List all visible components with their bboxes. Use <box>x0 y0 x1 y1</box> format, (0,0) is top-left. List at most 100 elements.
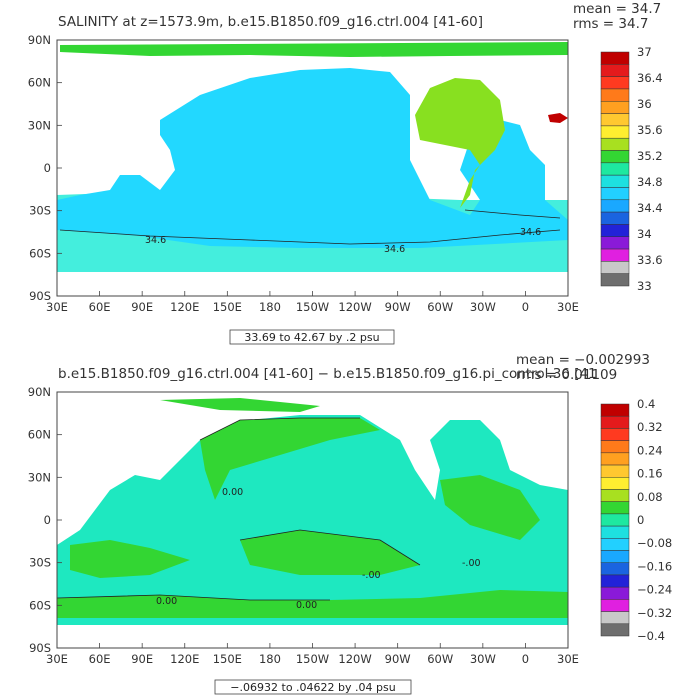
lon-tick-label: 60W <box>427 300 453 314</box>
colorbar-label: 36.4 <box>637 71 663 85</box>
stat-rms: rms = 34.7 <box>573 16 648 32</box>
colorbar-swatch <box>600 464 630 478</box>
lat-tick-label: 90S <box>29 641 51 655</box>
colorbar-label: −0.32 <box>637 606 672 620</box>
colorbar-label: 33 <box>637 279 652 293</box>
colorbar-label: 35.2 <box>637 149 663 163</box>
stat-mean: mean = 34.7 <box>573 1 661 17</box>
colorbar-swatch <box>600 489 630 502</box>
panel-top: SALINITY at z=1573.9m, b.e15.B1850.f09_g… <box>28 1 663 345</box>
longitude-axis: 30E 60E 90E 120E 150E 180 150W 120W 90W 60W 30W 0 30… <box>46 643 579 666</box>
lon-tick-label: 90E <box>131 300 153 314</box>
colorbar-label: 34.4 <box>637 201 663 215</box>
stat-mean: mean = −0.002993 <box>516 352 650 368</box>
colorbar-swatch <box>600 452 630 466</box>
contour-label: 34.6 <box>145 235 166 246</box>
stat-rms: rms = 0.01109 <box>516 367 617 383</box>
colorbar-swatch <box>600 574 630 588</box>
colorbar-swatch <box>600 501 630 515</box>
colorbar-swatch <box>600 162 630 176</box>
ocean-region <box>57 68 568 248</box>
colorbar-label: −0.16 <box>637 559 672 573</box>
contour-line <box>57 594 330 601</box>
colorbar-swatch <box>600 211 630 225</box>
lat-tick-label: 30S <box>29 204 51 218</box>
colorbar-swatch <box>600 150 630 164</box>
colorbar-swatch <box>600 599 630 612</box>
contour-range-label: −.06932 to .04622 by .04 psu <box>230 681 395 694</box>
colorbar-swatch <box>600 477 630 490</box>
contour-label: 0.00 <box>296 600 317 611</box>
panel-title: b.e15.B1850.f09_g16.ctrl.004 [41-60] − b… <box>58 366 597 382</box>
colorbar-label: 36 <box>637 97 652 111</box>
lon-tick-label: 30W <box>470 652 496 666</box>
lon-tick-label: 30E <box>46 652 68 666</box>
contour-label: 0.00 <box>156 596 177 607</box>
positive-anomaly-region <box>57 590 568 618</box>
lat-tick-label: 30S <box>29 556 51 570</box>
colorbar-swatch <box>600 137 630 151</box>
latitude-axis: 90N 60N 30N 0 30S 60S 90S <box>28 33 62 303</box>
lon-tick-label: 60E <box>89 652 111 666</box>
panel-bottom: b.e15.B1850.f09_g16.ctrl.004 [41-60] − b… <box>28 352 672 695</box>
lon-tick-label: 150E <box>213 652 242 666</box>
lon-tick-label: 0 <box>522 652 529 666</box>
colorbar-swatch <box>600 611 630 625</box>
lon-tick-label: 120W <box>338 652 371 666</box>
lon-tick-label: 90W <box>385 300 411 314</box>
atlantic-high-salinity-region <box>415 78 505 208</box>
colorbar-swatch <box>600 623 630 637</box>
lon-tick-label: 30W <box>470 300 496 314</box>
map-area: 0.00 -.00 0.00 0.00 -.00 <box>57 392 568 648</box>
lon-tick-label: 90E <box>131 652 153 666</box>
lon-tick-label: 150W <box>296 652 329 666</box>
colorbar-label: −0.24 <box>637 583 672 597</box>
colorbar-swatch <box>600 248 630 262</box>
colorbar-label: 0 <box>637 513 644 527</box>
lat-tick-label: 0 <box>44 513 51 527</box>
lon-tick-label: 30E <box>557 652 579 666</box>
colorbar-swatch <box>600 113 630 127</box>
lon-tick-label: 0 <box>522 300 529 314</box>
colorbar-swatch <box>600 224 630 237</box>
colorbar-label: 0.32 <box>637 420 663 434</box>
ocean-region <box>57 415 568 625</box>
range-box: −.06932 to .04622 by .04 psu <box>214 679 412 695</box>
lat-tick-label: 30N <box>28 118 51 132</box>
colorbar-swatch <box>600 76 630 90</box>
lon-tick-label: 60E <box>89 300 111 314</box>
colorbar-swatch <box>600 415 630 429</box>
lon-tick-label: 180 <box>259 652 281 666</box>
colorbar-label: 0.08 <box>637 490 663 504</box>
lon-tick-label: 120E <box>170 300 199 314</box>
positive-anomaly-region <box>200 418 380 500</box>
colorbar-swatch <box>600 187 630 201</box>
lon-tick-label: 150E <box>213 300 242 314</box>
lon-tick-label: 30E <box>46 300 68 314</box>
lon-tick-label: 150W <box>296 300 329 314</box>
contour-range-label: 33.69 to 42.67 by .2 psu <box>244 331 379 344</box>
colorbar-swatch <box>600 125 630 139</box>
lat-tick-label: 90N <box>28 33 51 47</box>
colorbar-label: 0.16 <box>637 467 663 481</box>
lat-tick-label: 90S <box>29 289 51 303</box>
colorbar-label: −0.08 <box>637 536 672 550</box>
colorbar: 0.4 0.32 0.24 0.16 0.08 0 −0.08 −0.16 −0.24 −0.32… <box>600 397 672 643</box>
lon-tick-label: 120E <box>170 652 199 666</box>
colorbar-swatch <box>600 525 630 539</box>
contour-line <box>59 229 561 245</box>
colorbar-swatch <box>600 261 630 274</box>
range-box: 33.69 to 42.67 by .2 psu <box>229 329 395 345</box>
map-area: 34.6 34.6 34.6 <box>57 40 568 296</box>
latitude-axis: 90N 60N 30N 0 30S 60S 90S <box>28 385 62 655</box>
colorbar-label: −0.4 <box>637 629 665 643</box>
colorbar-swatch <box>600 51 630 65</box>
contour-line <box>239 529 421 566</box>
colorbar-swatch <box>600 562 630 576</box>
colorbar-label: 34 <box>637 227 652 241</box>
colorbar-swatch <box>600 236 630 250</box>
colorbar-swatch <box>600 101 630 114</box>
colorbar-swatch <box>600 174 630 188</box>
contour-label: 34.6 <box>384 244 405 255</box>
